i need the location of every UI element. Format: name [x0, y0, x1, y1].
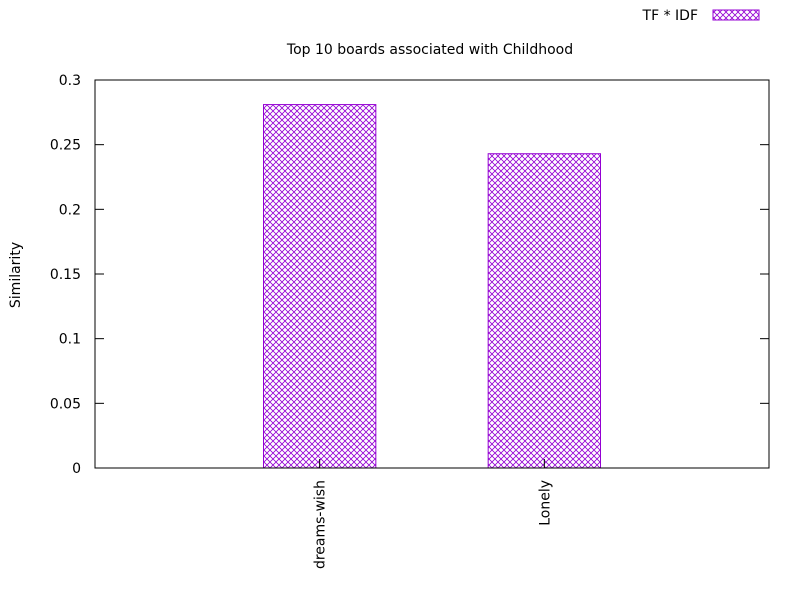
legend-swatch — [712, 9, 760, 21]
y-tick-label: 0.2 — [59, 202, 81, 218]
y-tick-label: 0 — [72, 461, 81, 477]
y-tick-label: 0.3 — [59, 73, 81, 89]
y-tick-label: 0.1 — [59, 332, 81, 348]
bar-dreams-wish — [263, 104, 377, 469]
y-tick-label: 0.15 — [50, 267, 81, 283]
legend-label: TF * IDF — [642, 8, 698, 24]
y-axis-label: Similarity — [8, 242, 24, 308]
y-tick-label: 0.25 — [50, 138, 81, 154]
legend: TF * IDF — [642, 8, 760, 24]
y-axis-ticks: 0 0.05 0.1 0.15 0.2 0.25 0.3 — [50, 73, 769, 477]
plot-frame — [94, 79, 770, 469]
bar-lonely — [487, 153, 601, 469]
x-tick-label: dreams-wish — [313, 480, 329, 569]
x-axis-ticks: dreams-wish Lonely — [313, 459, 553, 569]
bars-group — [263, 104, 601, 469]
x-tick-label: Lonely — [537, 480, 553, 526]
y-tick-label: 0.05 — [50, 396, 81, 412]
chart-title: Top 10 boards associated with Childhood — [286, 42, 573, 58]
